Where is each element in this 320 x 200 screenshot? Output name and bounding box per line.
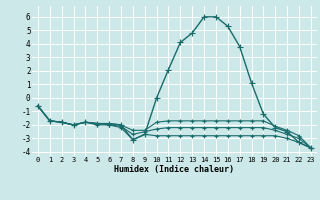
X-axis label: Humidex (Indice chaleur): Humidex (Indice chaleur) (115, 165, 234, 174)
